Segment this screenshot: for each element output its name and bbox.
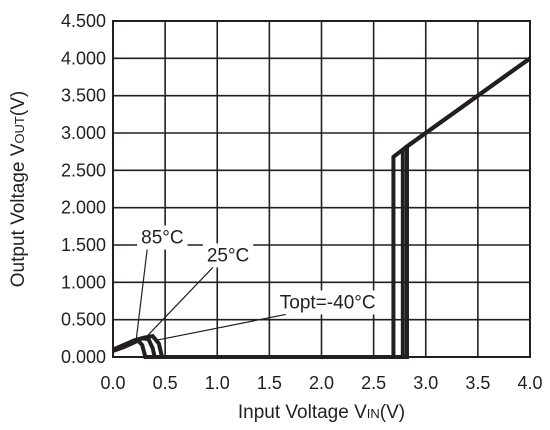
x-tick-label: 2.0 — [309, 373, 334, 393]
series-layer — [112, 56, 532, 359]
x-tick-labels: 0.0 0.5 1.0 1.5 2.0 2.5 3.0 3.5 4.0 — [100, 373, 542, 393]
x-tick-label: 0.0 — [100, 373, 125, 393]
annotation-leader — [154, 313, 286, 342]
x-tick-label: 1.5 — [257, 373, 282, 393]
x-tick-label: 0.5 — [153, 373, 178, 393]
x-axis-label-sub: IN — [367, 406, 380, 421]
plot-frame — [112, 20, 531, 358]
y-tick-labels: 0.000 0.500 1.000 1.500 2.000 2.500 3.000 3.500… — [61, 11, 106, 367]
annotation-background — [137, 225, 188, 250]
x-tick-label: 4.0 — [517, 373, 542, 393]
x-tick-label: 2.5 — [361, 373, 386, 393]
y-tick-label: 2.500 — [61, 160, 106, 180]
y-axis-label-tail: (V) — [8, 91, 29, 116]
annotation-layer: 85°C 25°C Topt=-40°C — [135, 225, 390, 343]
y-tick-label: 1.500 — [61, 235, 106, 255]
y-axis-label-main: Output Voltage V — [8, 143, 29, 287]
annotation-label: 25°C — [207, 245, 249, 266]
x-axis-label-main: Input Voltage V — [238, 402, 367, 423]
x-tick-label: 3.5 — [465, 373, 490, 393]
series-line — [112, 56, 532, 359]
y-tick-label: 3.000 — [61, 123, 106, 143]
annotation-label: 85°C — [141, 228, 183, 249]
annotation-background — [202, 243, 254, 268]
annotation-background — [275, 290, 390, 315]
y-tick-label: 2.000 — [61, 198, 106, 218]
y-axis-label-sub: OUT — [12, 116, 27, 144]
y-tick-label: 1.000 — [61, 272, 106, 292]
x-axis-label: Input Voltage VIN(V) — [238, 402, 405, 423]
x-tick-label: 3.0 — [413, 373, 438, 393]
annotation-label: Topt=-40°C — [280, 292, 376, 313]
y-tick-label: 0.000 — [61, 347, 106, 367]
grid-lines — [112, 20, 531, 358]
y-tick-label: 4.000 — [61, 48, 106, 68]
y-tick-label: 0.500 — [61, 310, 106, 330]
y-tick-label: 3.500 — [61, 86, 106, 106]
x-tick-label: 1.0 — [205, 373, 230, 393]
x-axis-label-tail: (V) — [380, 402, 405, 423]
annotation-leader — [143, 267, 214, 340]
y-axis-label: Output Voltage VOUT(V) — [8, 91, 29, 287]
y-tick-label: 4.500 — [61, 11, 106, 31]
annotation-leader — [135, 249, 148, 343]
